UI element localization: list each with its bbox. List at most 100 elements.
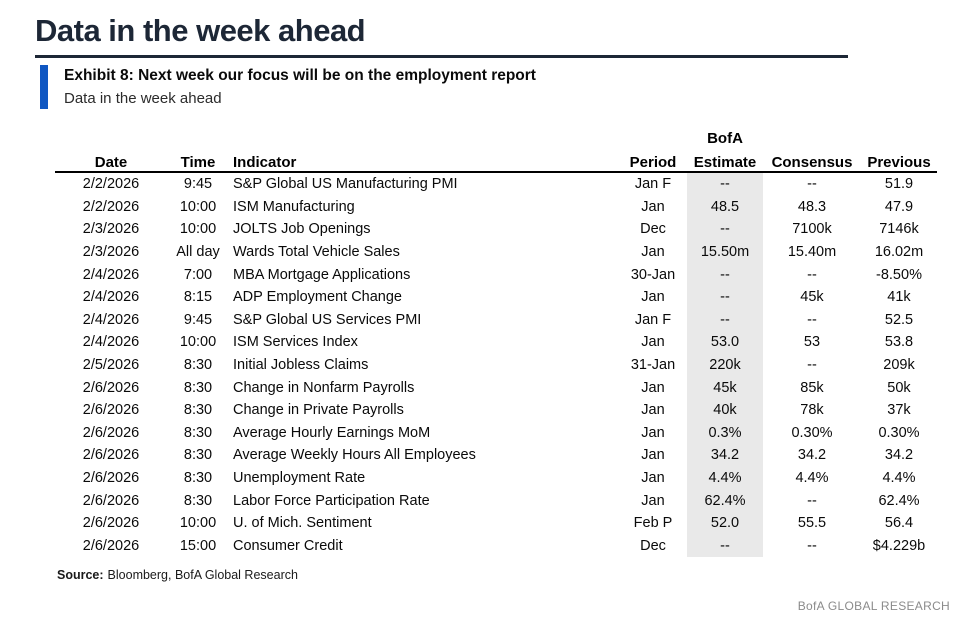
table-cell: Jan [641,447,665,464]
table-cell: ADP Employment Change [233,289,402,306]
table-cell: -- [687,308,763,332]
table-cell: 2/6/2026 [82,424,140,441]
table-row: 2/6/2026 8:30 Change in Private Payrolls Ja… [55,398,937,422]
table-cell: 8:15 [183,289,213,306]
spacer-cell [167,127,229,147]
column-header-previous: Previous [861,147,937,173]
table-cell: 40k [687,398,763,422]
table-cell: Dec [640,221,666,238]
table-cell: Average Weekly Hours All Employees [233,447,476,464]
table-cell: 52.0 [687,511,763,535]
table-cell: 41k [887,289,911,306]
table-cell: 2/6/2026 [82,379,140,396]
table-cell: S&P Global US Manufacturing PMI [233,176,458,193]
table-cell: ISM Services Index [233,334,358,351]
table-cell: 8:30 [183,470,213,487]
table-row: 2/6/2026 10:00 U. of Mich. Sentiment Feb P 5… [55,511,937,535]
table-cell: Jan F [634,311,672,328]
table-cell: 7146k [879,221,919,238]
table-cell: 4.4% [882,470,916,487]
table-cell: 34.2 [884,447,914,464]
table-row: 2/4/2026 8:15 ADP Employment Change Jan -- 45… [55,285,937,309]
table-cell: 9:45 [183,311,213,328]
table-cell: 220k [687,353,763,377]
table-cell: 2/4/2026 [82,311,140,328]
table-cell: 56.4 [884,515,914,532]
table-cell: Jan [641,289,665,306]
table-cell: 34.2 [797,447,827,464]
table-row: 2/4/2026 10:00 ISM Services Index Jan 53.0 53… [55,331,937,354]
table-cell: -- [807,311,817,328]
table-cell: Change in Nonfarm Payrolls [233,379,415,396]
table-cell: 53 [803,334,821,351]
table-cell: -- [807,492,817,509]
table-cell: 2/6/2026 [82,447,140,464]
table-cell: 15:00 [179,537,217,554]
exhibit-accent-bar [40,65,48,109]
table-row: 2/4/2026 7:00 MBA Mortgage Applications 30-… [55,263,937,286]
table-cell: 85k [800,379,824,396]
table-cell: 55.5 [797,515,827,532]
table-cell: MBA Mortgage Applications [233,266,411,283]
table-cell: 10:00 [179,515,217,532]
brand-footer-text: BofA GLOBAL RESEARCH [797,599,950,613]
table-cell: 2/6/2026 [82,492,140,509]
source-text: Bloomberg, BofA Global Research [107,568,298,583]
table-cell: -- [687,285,763,309]
spacer-cell [229,127,619,147]
table-cell: 8:30 [183,357,213,374]
table-cell: 2/3/2026 [82,244,140,261]
table-row: 2/4/2026 9:45 S&P Global US Services PMI Ja… [55,308,937,332]
spacer-cell [861,127,937,147]
table-cell: 8:30 [183,402,213,419]
table-cell: 45k [687,376,763,399]
table-cell: 4.4% [687,466,763,490]
table-cell: Labor Force Participation Rate [233,492,430,509]
table-cell: 15.50m [687,240,763,264]
table-cell: 34.2 [687,444,763,467]
table-row: 2/6/2026 15:00 Consumer Credit Dec -- -- $4.22… [55,534,937,558]
table-cell: Jan [641,402,665,419]
table-cell: 0.30% [878,424,920,441]
table-cell: 9:45 [183,176,213,193]
table-cell: Change in Private Payrolls [233,402,404,419]
table-cell: 2/4/2026 [82,334,140,351]
table-cell: Jan F [634,176,672,193]
table-row: 2/6/2026 8:30 Change in Nonfarm Payrolls Ja… [55,376,937,399]
table-cell: Wards Total Vehicle Sales [233,244,400,261]
table-cell: 78k [800,402,824,419]
table-cell: 37k [887,402,911,419]
table-cell: 0.30% [791,424,833,441]
table-cell: 10:00 [179,334,217,351]
exhibit-title: Exhibit 8: Next week our focus will be o… [64,67,536,84]
table-cell: 53.0 [687,331,763,354]
table-cell: 2/3/2026 [82,221,140,238]
table-row: 2/3/2026 10:00 JOLTS Job Openings Dec -- 7100… [55,218,937,241]
table-body: 2/2/2026 9:45 S&P Global US Manufacturing … [55,172,937,558]
table-cell: 209k [883,357,915,374]
table-cell: 2/4/2026 [82,266,140,283]
table-cell: 47.9 [884,198,914,215]
brand-footer: BofA GLOBAL RESEARCH [798,599,950,613]
table-row: 2/5/2026 8:30 Initial Jobless Claims 31-Jan… [55,353,937,377]
table-cell: $4.229b [872,537,926,554]
table-header: BofA Date Time Indicator Period Estimate… [55,127,937,173]
table-cell: Unemployment Rate [233,470,366,487]
column-header-date: Date [55,147,167,173]
table-cell: Jan [641,198,665,215]
table-cell: Jan [641,244,665,261]
table-cell: -- [687,172,763,196]
table-cell: 7100k [792,221,832,238]
exhibit-header: Exhibit 8: Next week our focus will be o… [40,65,980,109]
table-cell: 2/2/2026 [82,198,140,215]
table-cell: JOLTS Job Openings [233,221,371,238]
table-cell: Jan [641,492,665,509]
table-cell: 2/2/2026 [82,176,140,193]
table-cell: -8.50% [876,266,922,283]
source-label: Source: [57,568,104,583]
table-cell: 48.5 [687,195,763,219]
table-cell: Jan [641,470,665,487]
table-row: 2/6/2026 8:30 Labor Force Participation Ra… [55,489,937,512]
table-cell: Consumer Credit [233,537,343,554]
table-cell: 2/6/2026 [82,402,140,419]
